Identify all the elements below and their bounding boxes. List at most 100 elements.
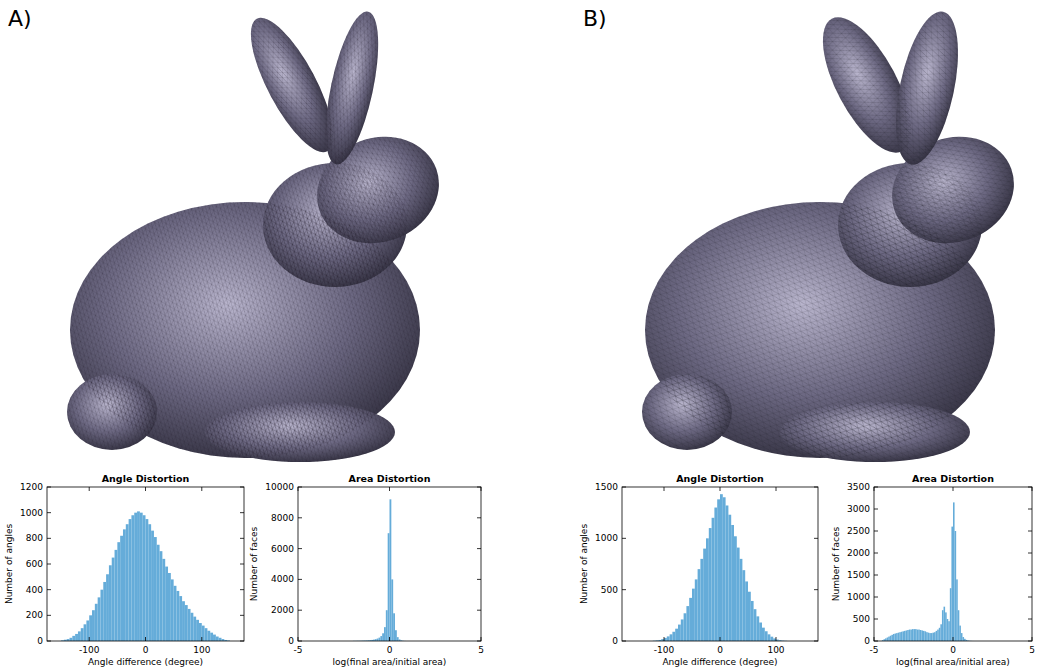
histogram-bar — [670, 634, 673, 641]
y-tick — [874, 531, 878, 532]
x-tick-label: 0 — [143, 645, 149, 655]
x-tick-top — [720, 487, 721, 491]
bars — [61, 511, 230, 641]
y-tick-label: 10000 — [265, 482, 294, 492]
histogram-bar — [765, 631, 768, 641]
histogram-bar — [117, 542, 120, 641]
bunny-mesh — [315, 7, 389, 168]
histogram-bar — [382, 633, 384, 641]
y-tick-label: 1500 — [847, 570, 870, 580]
bunny-render — [642, 5, 1029, 462]
y-tick-right — [814, 641, 818, 642]
y-tick-label: 2500 — [847, 526, 870, 536]
histogram-bar — [143, 515, 146, 641]
histogram-bar — [734, 536, 737, 641]
histogram-bar — [202, 626, 205, 641]
histogram-bar — [728, 515, 731, 641]
histogram-bar — [84, 624, 87, 641]
histogram-bar — [948, 621, 950, 641]
y-tick-label: 600 — [26, 559, 43, 569]
x-tick-label: -100 — [79, 645, 100, 655]
histogram-bar — [955, 531, 957, 641]
histogram-bar — [932, 633, 934, 641]
y-axis-title: Number of faces — [249, 526, 259, 601]
histogram-bar — [678, 625, 681, 641]
x-tick-label: 0 — [950, 645, 956, 655]
histogram-bar — [126, 524, 129, 641]
y-tick-label: 0 — [37, 636, 43, 646]
histogram-bar — [934, 632, 936, 641]
histogram-bar — [940, 624, 942, 641]
histogram-bar — [703, 549, 706, 641]
plot-frame — [622, 487, 818, 641]
y-tick — [298, 641, 302, 642]
y-tick — [622, 538, 626, 539]
histogram-bar — [134, 513, 137, 641]
histogram-bar — [953, 502, 955, 641]
histogram-bar — [148, 524, 151, 641]
x-tick-top — [776, 487, 777, 491]
histogram-bar — [915, 629, 917, 641]
histogram-bar — [174, 586, 177, 641]
histogram-bar — [887, 637, 889, 641]
plot-frame — [874, 487, 1032, 641]
histogram-bar — [131, 515, 134, 641]
bunny-mesh — [205, 402, 395, 462]
histogram-bar — [726, 505, 729, 641]
histogram-bar — [921, 630, 923, 641]
histogram-bar — [664, 638, 667, 641]
histogram-bar — [890, 636, 892, 641]
histogram-bar — [89, 615, 92, 641]
y-tick-right — [814, 538, 818, 539]
x-tick-top — [145, 487, 146, 491]
y-axis-title: Number of angles — [579, 524, 589, 605]
histogram-bar — [740, 559, 743, 641]
y-tick — [874, 575, 878, 576]
histogram-bar — [70, 638, 73, 641]
bunny-part — [780, 402, 970, 462]
x-tick — [201, 637, 202, 641]
y-tick-right — [1028, 597, 1032, 598]
bunny-render — [67, 7, 454, 462]
y-tick-right — [477, 610, 481, 611]
y-tick-right — [814, 589, 818, 590]
y-tick — [47, 564, 51, 565]
histogram-bar — [216, 637, 219, 641]
histogram-bar — [689, 598, 692, 641]
histogram-bar — [684, 613, 687, 641]
y-tick-right — [814, 487, 818, 488]
y-tick-label: 0 — [864, 636, 870, 646]
histogram-bar — [213, 635, 216, 641]
y-tick — [622, 589, 626, 590]
x-axis-title: log(final area/initial area) — [333, 657, 447, 667]
plot-frame — [298, 487, 481, 641]
y-tick-right — [1028, 575, 1032, 576]
histogram-bar — [947, 619, 949, 641]
histogram-bar — [936, 631, 938, 641]
histogram-bar — [219, 638, 222, 641]
y-tick-right — [1028, 531, 1032, 532]
y-tick — [874, 619, 878, 620]
histogram-bar — [956, 579, 958, 641]
figure: A)B)-1000100020040060080010001200Angle D… — [0, 0, 1044, 671]
histogram-bar — [193, 617, 196, 641]
bunny-mesh — [67, 374, 157, 450]
y-tick-label: 0 — [612, 636, 618, 646]
plot-frame — [47, 487, 244, 641]
bars — [882, 502, 974, 641]
histogram-bar — [95, 604, 98, 641]
histogram-bar — [770, 637, 773, 641]
chart-title: Area Distortion — [349, 473, 431, 484]
histogram-bar — [712, 518, 715, 641]
histogram-bar — [667, 636, 670, 641]
histogram-bar — [380, 636, 382, 641]
histogram-panel: -5050200040006000800010000Area Distortio… — [249, 473, 484, 667]
histogram-bar — [759, 623, 762, 641]
x-tick — [720, 637, 721, 641]
histogram-bar — [731, 525, 734, 641]
y-tick — [298, 487, 302, 488]
x-tick — [481, 637, 482, 641]
x-tick-top — [1032, 487, 1033, 491]
histogram-bar — [386, 610, 388, 641]
y-tick — [47, 487, 51, 488]
